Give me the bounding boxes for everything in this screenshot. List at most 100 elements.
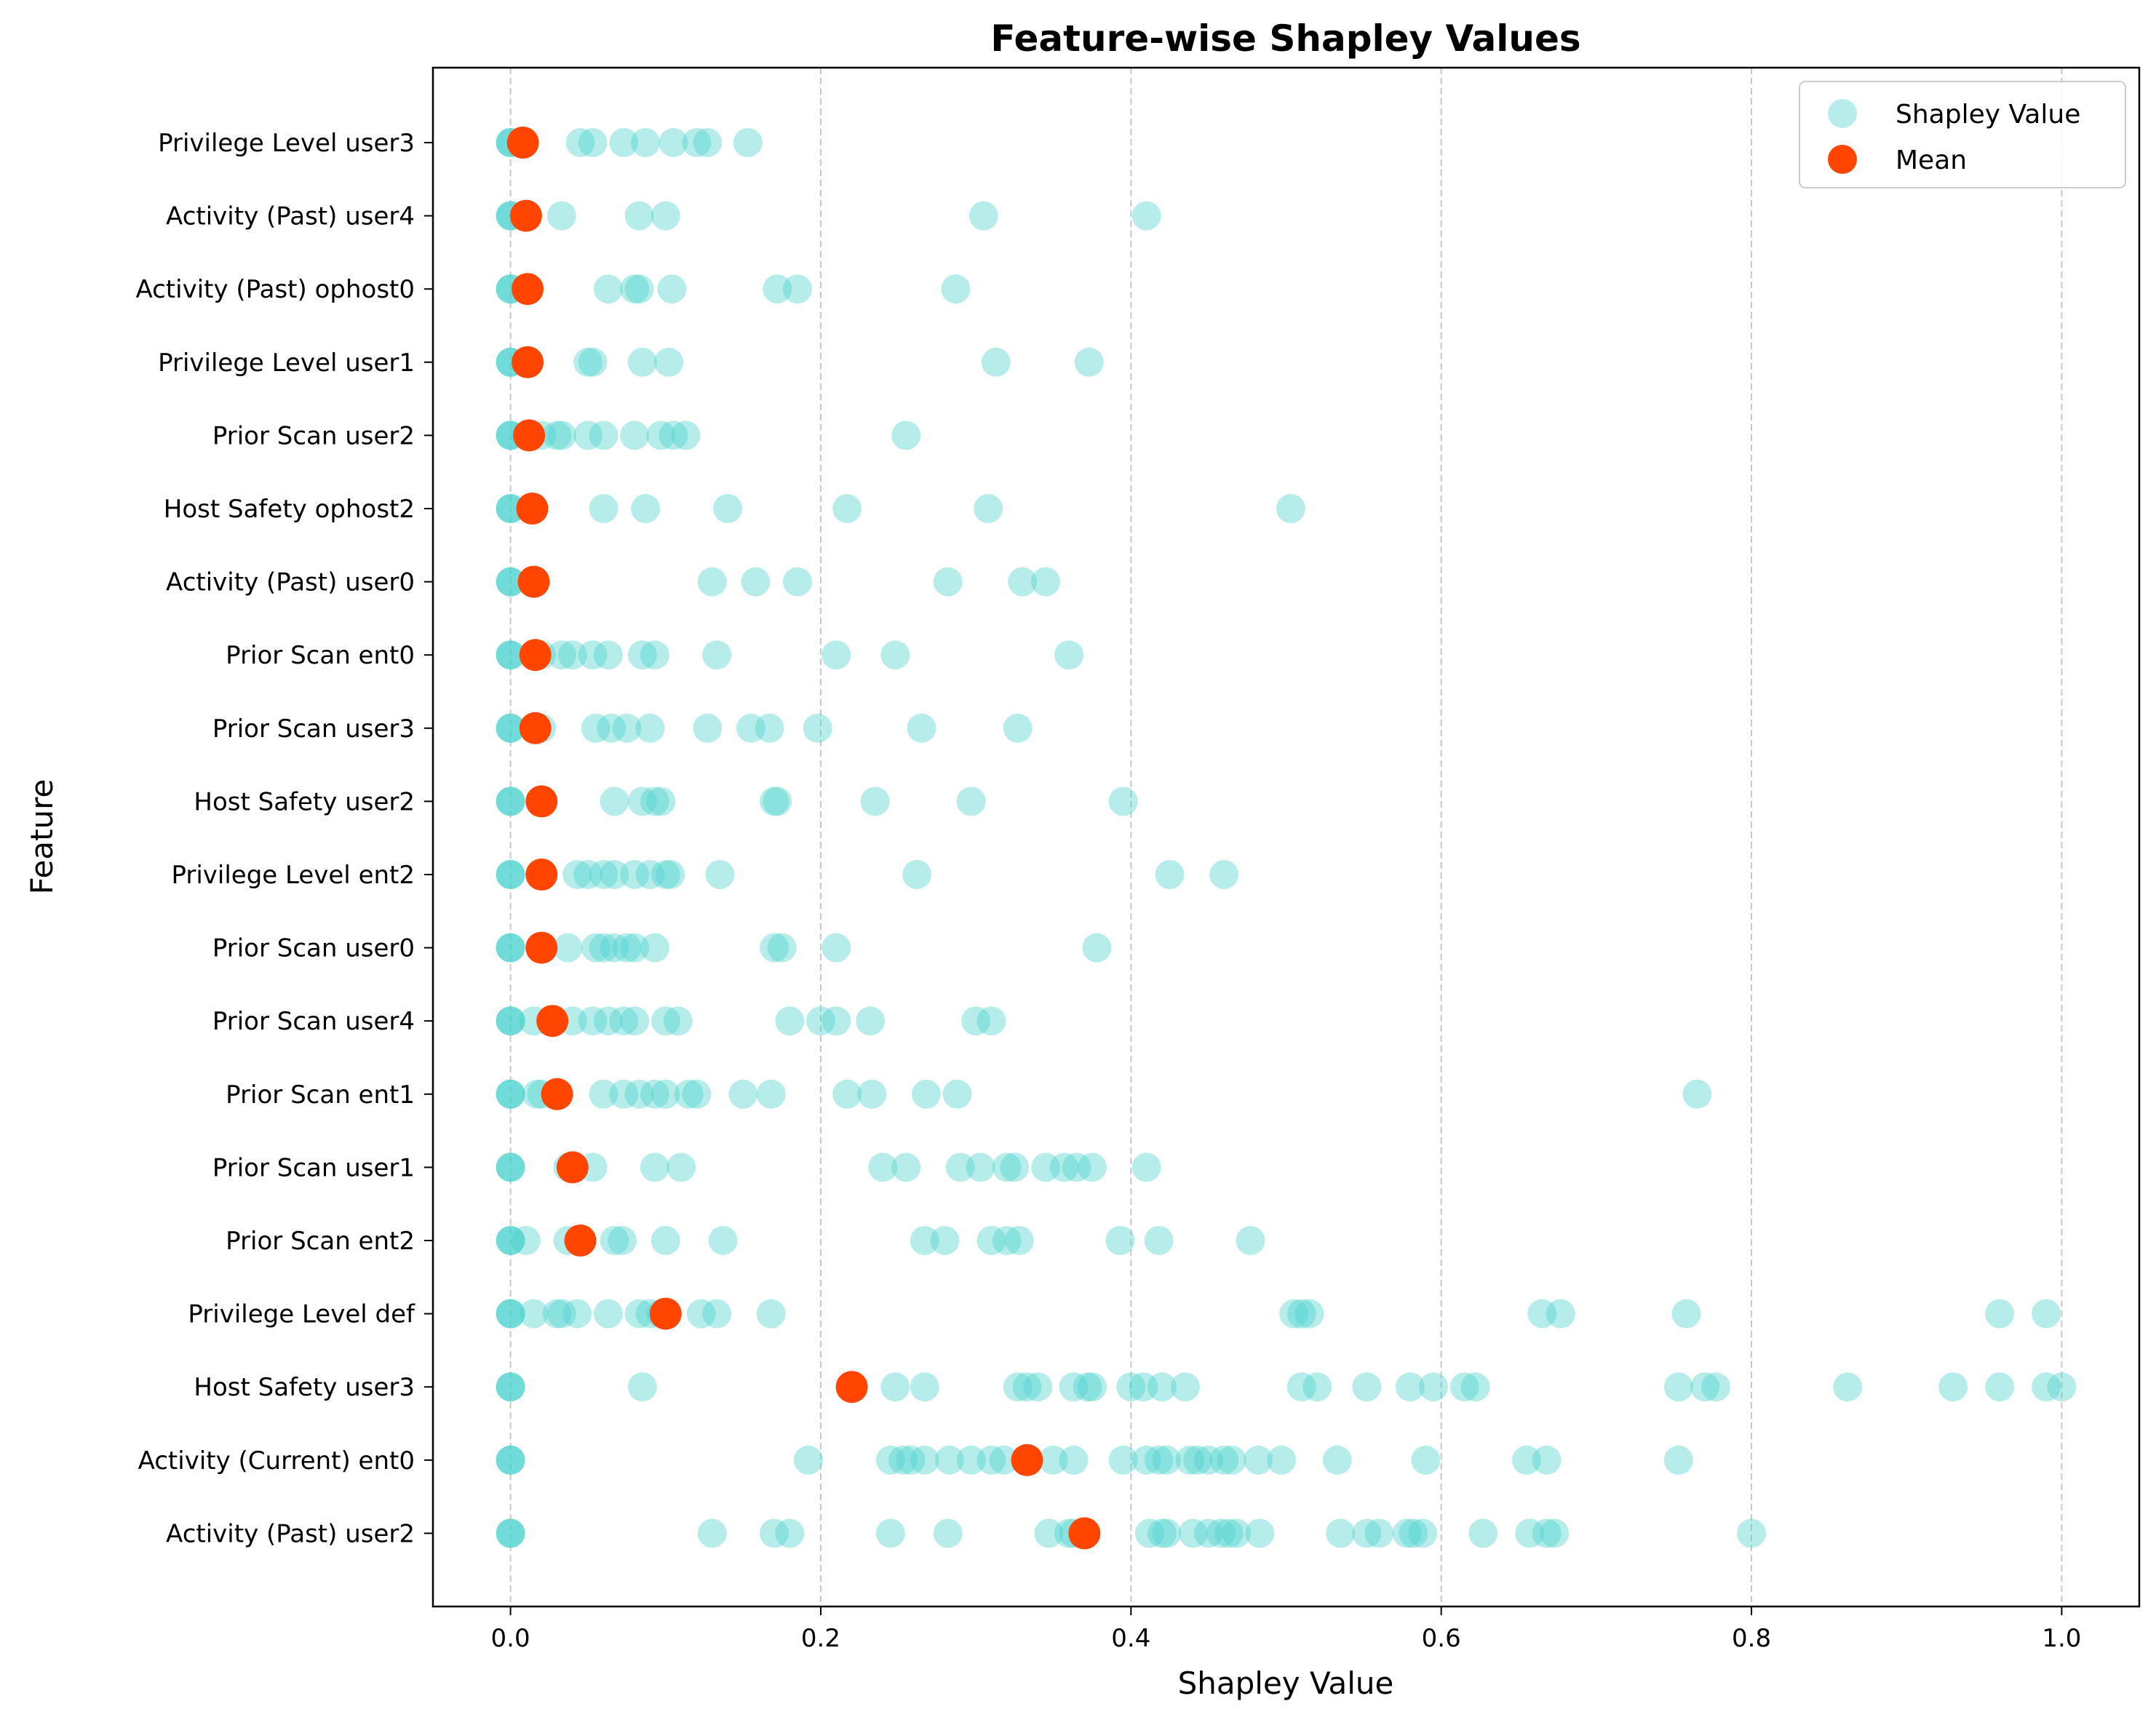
- shapley-point: [496, 860, 525, 889]
- shapley-point: [656, 860, 685, 889]
- shapley-point: [1170, 1372, 1200, 1402]
- shapley-point: [593, 274, 623, 304]
- shapley-point: [609, 128, 639, 157]
- y-tick-label: Prior Scan ent2: [226, 1227, 415, 1256]
- shapley-point: [1147, 1372, 1177, 1402]
- y-tick-label: Prior Scan user4: [212, 1007, 415, 1036]
- shapley-point: [713, 494, 743, 523]
- legend-shapley-label: Shapley Value: [1896, 100, 2080, 130]
- shapley-point: [702, 1299, 732, 1329]
- shapley-point: [593, 640, 623, 670]
- shapley-point: [1003, 1372, 1033, 1402]
- shapley-point: [589, 933, 618, 963]
- mean-point: [536, 1005, 569, 1038]
- shapley-point: [542, 421, 572, 450]
- shapley-point: [496, 640, 525, 670]
- shapley-point: [1004, 1226, 1034, 1255]
- shapley-point: [1411, 1445, 1441, 1475]
- shapley-point: [589, 494, 618, 523]
- shapley-point: [1131, 1152, 1161, 1182]
- shapley-point: [891, 1152, 921, 1182]
- shapley-point: [1108, 787, 1138, 816]
- shapley-point: [1012, 1372, 1042, 1402]
- shapley-point: [1193, 1445, 1223, 1475]
- shapley-point: [496, 1445, 525, 1475]
- shapley-point: [1134, 1518, 1164, 1548]
- shapley-point: [553, 933, 583, 963]
- mean-point: [512, 273, 544, 306]
- shapley-point: [756, 1079, 786, 1109]
- shapley-point: [741, 567, 771, 597]
- y-axis-ticks: Privilege Level user3 Activity (Past) use…: [135, 129, 433, 1548]
- shapley-point: [2032, 1299, 2061, 1329]
- y-tick-label: Prior Scan user1: [212, 1153, 415, 1182]
- mean-point: [525, 785, 558, 818]
- shapley-point: [496, 713, 525, 743]
- mean-point: [519, 639, 552, 672]
- shapley-point: [1144, 1226, 1174, 1255]
- shapley-point: [593, 1006, 623, 1036]
- shapley-point: [646, 421, 676, 450]
- shapley-point: [496, 860, 525, 889]
- shapley-point: [1399, 1518, 1428, 1548]
- shapley-point: [705, 860, 735, 889]
- shapley-point: [640, 787, 669, 816]
- shapley-point: [496, 713, 525, 743]
- shapley-point: [803, 713, 832, 743]
- shapley-point: [1209, 1445, 1239, 1475]
- shapley-point: [593, 1299, 623, 1329]
- shapley-point: [627, 347, 657, 377]
- shapley-point: [496, 1006, 525, 1036]
- shapley-point: [891, 421, 921, 450]
- shapley-point: [589, 860, 618, 889]
- shapley-point: [496, 567, 525, 597]
- shapley-point: [1078, 1372, 1107, 1402]
- shapley-point: [519, 1299, 549, 1329]
- shapley-point: [2032, 1372, 2061, 1402]
- plot-area-frame: [431, 66, 2141, 1608]
- shapley-point: [651, 1226, 680, 1255]
- mean-point: [516, 493, 549, 525]
- shapley-point: [600, 860, 629, 889]
- x-tick-label: 0.0: [491, 1624, 530, 1653]
- mean-point: [556, 1151, 589, 1184]
- shapley-point: [1152, 1445, 1182, 1475]
- shapley-point: [578, 640, 608, 670]
- shapley-point: [1116, 1372, 1146, 1402]
- shapley-point: [1245, 1518, 1275, 1548]
- shapley-point: [956, 787, 986, 816]
- shapley-point: [1352, 1518, 1382, 1548]
- shapley-point: [782, 567, 812, 597]
- mean-point: [1068, 1517, 1101, 1550]
- shapley-point: [976, 1445, 1006, 1475]
- shapley-point: [1182, 1445, 1212, 1475]
- shapley-point: [496, 1372, 525, 1402]
- shapley-point: [910, 1445, 939, 1475]
- shapley-point: [702, 640, 732, 670]
- shapley-point: [1074, 347, 1104, 377]
- shapley-point: [933, 567, 963, 597]
- x-tick-label: 0.8: [1732, 1624, 1771, 1653]
- shapley-point: [496, 1299, 525, 1329]
- shapley-point: [496, 1079, 525, 1109]
- shapley-point: [496, 1226, 525, 1255]
- shapley-point: [832, 494, 862, 523]
- y-tick-label: Host Safety user2: [194, 787, 415, 816]
- shapley-point: [974, 494, 1003, 523]
- shapley-point: [693, 713, 723, 743]
- shapley-point: [1352, 1372, 1382, 1402]
- shapley-point: [976, 1226, 1006, 1255]
- shapley-point: [1527, 1299, 1557, 1329]
- y-tick-label: Prior Scan user3: [212, 714, 415, 744]
- shapley-point: [1286, 1299, 1316, 1329]
- shapley-point: [1396, 1372, 1425, 1402]
- shapley-point: [1938, 1372, 1968, 1402]
- shapley-point: [496, 1079, 525, 1109]
- shapley-point: [600, 1226, 629, 1255]
- legend-box: [1799, 81, 2126, 188]
- shapley-point: [686, 1299, 716, 1329]
- shapley-point: [1532, 1518, 1562, 1548]
- shapley-point: [1663, 1372, 1693, 1402]
- y-tick-label: Activity (Current) ent0: [138, 1446, 415, 1476]
- x-axis-label: Shapley Value: [1178, 1665, 1394, 1701]
